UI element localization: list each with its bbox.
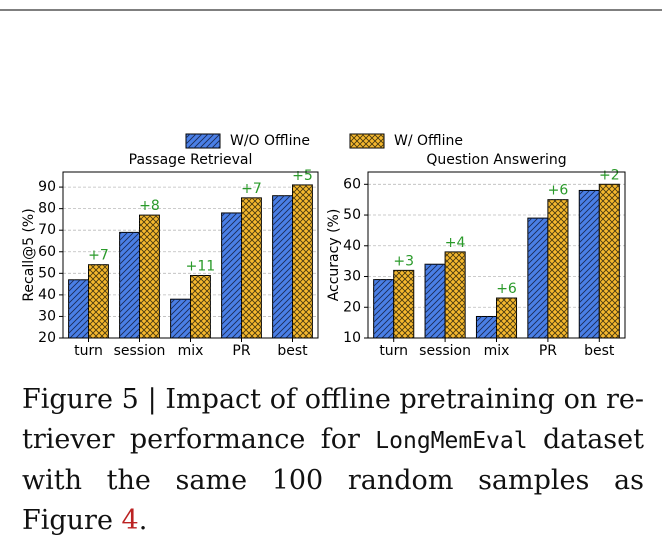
x-tick-label: session (419, 343, 471, 359)
bar-hatch (272, 195, 293, 338)
legend-hatch (186, 134, 220, 148)
bar-hatch (88, 264, 109, 338)
gain-label: +6 (496, 281, 517, 297)
gain-label: +4 (445, 235, 466, 251)
caption-text: dataset with the same 100 random samples… (22, 424, 644, 536)
bar-hatch (476, 316, 497, 338)
bar-hatch (170, 299, 191, 338)
gain-label: +6 (548, 183, 569, 199)
bar-hatch (425, 264, 446, 338)
x-tick-label: mix (178, 343, 204, 359)
bar-hatch (547, 199, 568, 338)
y-tick-label: 50 (38, 265, 56, 281)
bar-hatch (68, 279, 89, 338)
caption-ref: 4 (121, 505, 139, 536)
bar-hatch (221, 212, 242, 338)
bar-hatch (139, 215, 160, 338)
x-tick-label: session (114, 343, 166, 359)
x-tick-label: mix (484, 343, 510, 359)
y-tick-label: 90 (38, 179, 56, 195)
gain-label: +7 (241, 181, 262, 197)
caption-text: . (138, 505, 148, 536)
bar-hatch (599, 184, 620, 338)
gain-label: +7 (88, 248, 109, 264)
x-tick-label: turn (74, 343, 103, 359)
axes-frame (62, 171, 319, 339)
y-tick-label: 40 (343, 238, 361, 254)
gain-label: +2 (599, 167, 620, 183)
bar-hatch (579, 190, 600, 338)
bar-hatch (496, 298, 517, 338)
bar-hatch (190, 275, 211, 338)
bar-hatch (393, 270, 414, 338)
y-tick-label: 30 (38, 308, 56, 324)
x-tick-label: best (277, 343, 308, 359)
bar-hatch (241, 197, 262, 338)
y-tick-label: 50 (343, 207, 361, 223)
gain-label: +5 (292, 168, 313, 184)
legend-hatch (350, 134, 384, 148)
caption-text: Figure 5 | Impact of offline pretraining… (22, 384, 644, 455)
y-tick-label: 60 (343, 176, 361, 192)
x-tick-label: PR (539, 343, 557, 359)
y-tick-label: 40 (38, 287, 56, 303)
bar-hatch (445, 251, 466, 338)
bar-hatch (119, 232, 140, 338)
x-tick-label: best (584, 343, 615, 359)
y-tick-label: 60 (38, 244, 56, 260)
caption: Figure 5 | Impact of offline pretraining… (22, 380, 644, 541)
y-tick-label: 70 (38, 222, 56, 238)
chart: W/O Offline W/ Offline 20 30 40 50 60 70 80 90 +7 t… (0, 9, 662, 359)
page: W/O Offline W/ Offline 20 30 40 50 60 70 80 90 +7 t… (0, 9, 662, 536)
y-tick-label: 20 (343, 299, 361, 315)
legend-label: W/ Offline (394, 133, 463, 149)
caption-code: LongMemEval (375, 428, 528, 454)
gain-label: +11 (186, 258, 216, 274)
bar-hatch (527, 218, 548, 338)
y-tick-label: 10 (343, 330, 361, 346)
y-tick-label: 80 (38, 201, 56, 217)
x-tick-label: turn (379, 343, 408, 359)
chart-title: Passage Retrieval (129, 152, 253, 168)
y-axis-label: Recall@5 (%) (21, 208, 37, 301)
legend-label: W/O Offline (230, 133, 310, 149)
axes-frame (367, 171, 626, 339)
gain-label: +3 (393, 253, 414, 269)
y-tick-label: 20 (38, 330, 56, 346)
x-tick-label: PR (232, 343, 250, 359)
y-tick-label: 30 (343, 269, 361, 285)
gain-label: +8 (139, 198, 160, 214)
bar-hatch (373, 279, 394, 338)
bar-hatch (292, 184, 313, 338)
chart-title: Question Answering (426, 152, 566, 168)
y-axis-label: Accuracy (%) (326, 209, 342, 302)
